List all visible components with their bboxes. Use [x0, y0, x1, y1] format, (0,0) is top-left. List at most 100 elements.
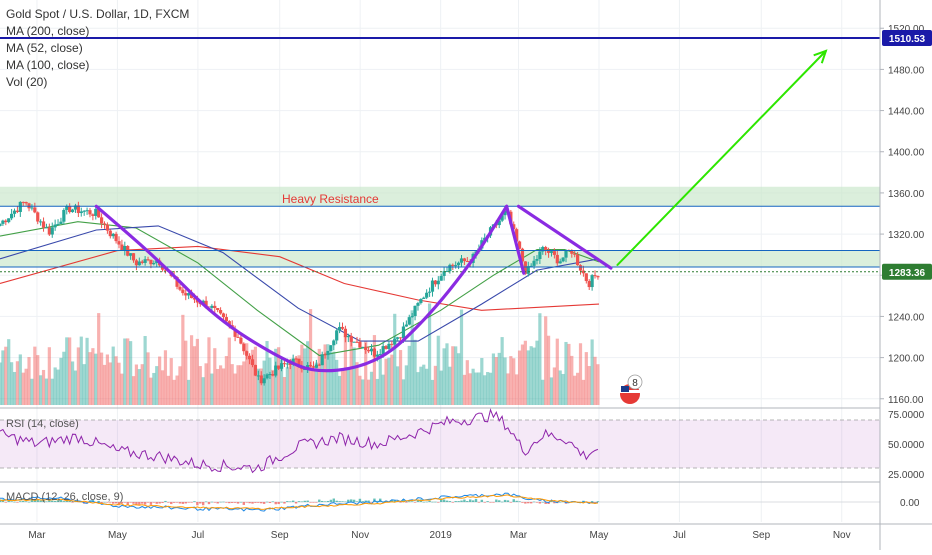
candle-body — [430, 280, 435, 292]
macd-histogram-bar — [260, 502, 263, 504]
candle-body — [454, 265, 458, 267]
macd-histogram-bar — [199, 502, 202, 504]
volume-bar — [346, 368, 350, 405]
volume-bar — [581, 379, 586, 405]
candle-body — [576, 254, 580, 266]
volume-bar — [102, 364, 107, 405]
macd-histogram-bar — [138, 502, 141, 505]
candle-body — [94, 208, 98, 216]
volume-bar — [62, 351, 66, 405]
candle-body — [204, 300, 208, 308]
volume-bar — [480, 358, 484, 405]
candle-body — [242, 343, 246, 352]
candle-body — [578, 265, 583, 271]
candle-body — [526, 266, 530, 274]
macd-histogram-bar — [326, 500, 330, 502]
macd-histogram-bar — [309, 502, 312, 503]
macd-histogram-bar — [445, 500, 449, 502]
volume-bar — [320, 361, 324, 405]
price-tick-label: 1520.00 — [888, 24, 925, 35]
legend-vol[interactable]: Vol (20) — [6, 75, 48, 89]
macd-histogram-bar — [381, 501, 385, 502]
earnings-badge[interactable]: 8 — [620, 374, 643, 404]
macd-histogram-bar — [367, 500, 370, 502]
volume-bar — [326, 344, 330, 405]
volume-bar — [468, 373, 472, 405]
candle-body — [108, 230, 112, 237]
rsi-label[interactable]: RSI (14, close) — [6, 418, 79, 430]
flag-canton — [621, 386, 629, 392]
volume-bar — [21, 372, 25, 405]
macd-panel — [0, 481, 880, 512]
macd-histogram-bar — [399, 502, 402, 503]
macd-histogram-bar — [344, 501, 347, 503]
candle-body — [178, 286, 182, 290]
macd-histogram-bar — [126, 502, 129, 505]
macd-histogram-bar — [480, 499, 484, 502]
legend-symbol[interactable]: Gold Spot / U.S. Dollar, 1D, FXCM — [6, 7, 190, 21]
volume-bar — [404, 365, 408, 405]
volume-bar — [221, 368, 226, 405]
moving-average-lines — [0, 221, 600, 357]
candle-body — [129, 253, 133, 256]
volume-bar — [120, 373, 124, 405]
volume-bar — [44, 378, 49, 405]
volume-bar — [375, 378, 379, 405]
macd-histogram-bar — [544, 502, 547, 505]
drawings[interactable] — [94, 49, 828, 373]
volume-bar — [184, 340, 188, 405]
volume-bar — [381, 374, 385, 405]
macd-histogram-bar — [474, 498, 478, 502]
macd-histogram-bar — [483, 502, 486, 503]
candle-body — [146, 259, 150, 261]
legend-ma52[interactable]: MA (52, close) — [6, 41, 83, 55]
macd-histogram-bar — [120, 502, 124, 504]
volume-bar — [364, 340, 368, 405]
volume-bar — [259, 368, 263, 405]
candle-body — [590, 275, 594, 288]
candle-body — [143, 259, 147, 263]
macd-histogram-bar — [7, 500, 10, 502]
macd-label[interactable]: MACD (12, 26, close, 9) — [6, 491, 124, 503]
candle-body — [308, 365, 313, 367]
macd-histogram-bar — [416, 499, 420, 502]
candle-body — [352, 341, 356, 343]
volume-bar — [268, 357, 272, 405]
candle-body — [134, 260, 139, 266]
candle-body — [500, 215, 504, 221]
legend-ma200[interactable]: MA (200, close) — [6, 24, 90, 38]
candle-body — [30, 207, 34, 209]
volume-bar — [465, 360, 469, 405]
candle-body — [355, 341, 359, 343]
macd-histogram-bar — [0, 500, 2, 502]
volume-bar — [189, 335, 194, 405]
time-tick-label: Nov — [351, 530, 369, 541]
legend-ma100[interactable]: MA (100, close) — [6, 58, 90, 72]
ma-line — [0, 221, 600, 357]
macd-histogram-bar — [114, 502, 118, 504]
volume-bar — [198, 366, 202, 405]
volume-bar — [56, 369, 60, 405]
macd-histogram-bar — [233, 502, 237, 503]
candle-body — [558, 261, 562, 264]
volume-bar — [526, 350, 530, 405]
candle-body — [236, 336, 240, 338]
macd-histogram-bar — [286, 501, 289, 502]
candle-body — [15, 210, 20, 212]
macd-histogram-bar — [13, 501, 16, 503]
volume-bar — [114, 356, 118, 405]
volume-bar — [117, 362, 121, 405]
descending-trendline — [516, 204, 613, 270]
candle-body — [596, 276, 600, 278]
candle-body — [416, 303, 420, 306]
candle-body — [21, 201, 25, 203]
price-marker-box — [882, 29, 932, 46]
volume-bar — [430, 379, 435, 405]
time-tick-label: Nov — [833, 530, 851, 541]
volume-bar — [311, 369, 316, 405]
macd-histogram-bar — [489, 502, 492, 503]
volume-bar — [10, 362, 14, 405]
candle-body — [442, 271, 446, 276]
